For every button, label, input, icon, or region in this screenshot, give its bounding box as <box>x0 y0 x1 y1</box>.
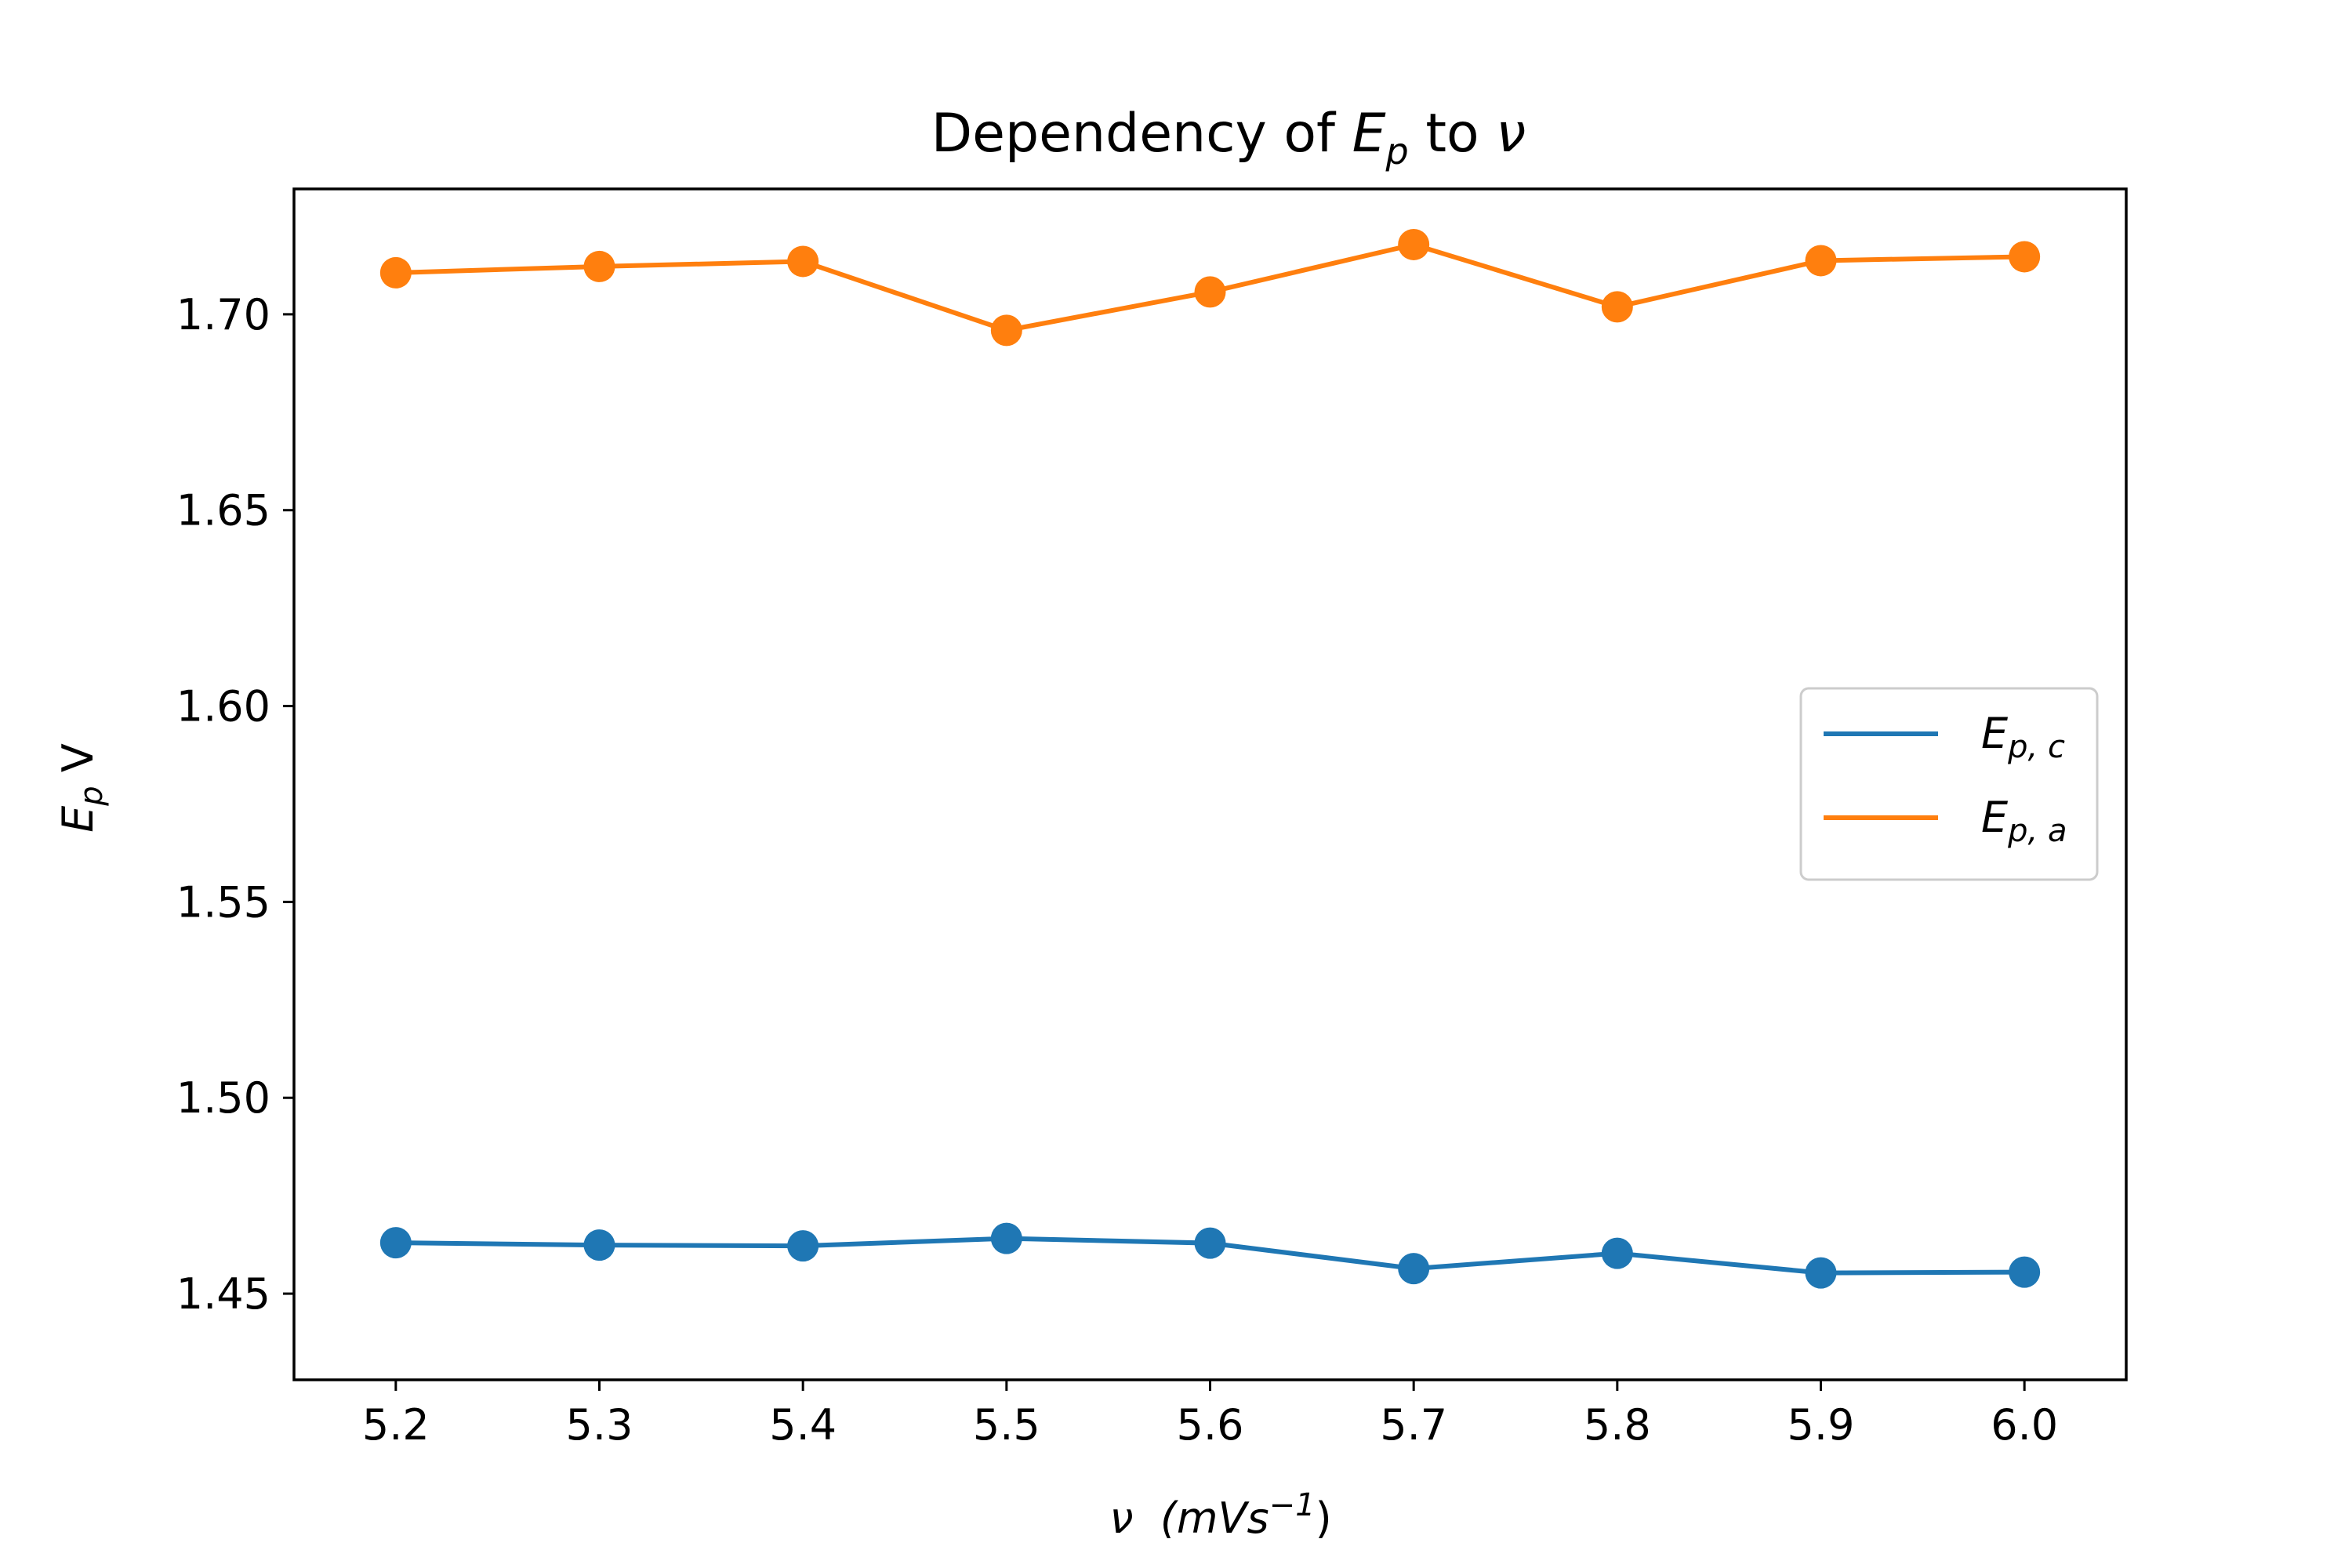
data-point-cathodic <box>1601 1237 1633 1269</box>
data-point-anodic <box>1194 276 1226 308</box>
x-tick-label: 5.2 <box>362 1400 430 1450</box>
data-point-anodic <box>1601 291 1633 323</box>
x-tick-label: 6.0 <box>1991 1400 2058 1450</box>
data-point-anodic <box>787 245 819 278</box>
y-tick-label: 1.55 <box>176 877 270 927</box>
x-tick-label: 5.4 <box>769 1400 837 1450</box>
data-point-cathodic <box>990 1222 1022 1254</box>
series-layer <box>379 228 2041 1289</box>
legend-label-anodic: Ep, a <box>1981 793 2067 849</box>
x-tick-label: 5.7 <box>1380 1400 1447 1450</box>
data-point-anodic <box>583 250 615 282</box>
x-axis-label: ν (mVs−1) <box>1109 1487 1331 1543</box>
data-point-cathodic <box>583 1229 615 1261</box>
data-point-anodic <box>2009 241 2041 273</box>
y-tick-label: 1.65 <box>176 486 270 535</box>
y-axis-label: Ep V <box>53 743 110 833</box>
data-point-cathodic <box>379 1227 412 1259</box>
y-axis: 1.45 1.50 1.55 1.60 1.65 1.70 <box>176 290 294 1319</box>
data-point-cathodic <box>787 1230 819 1262</box>
y-tick-label: 1.60 <box>176 682 270 731</box>
data-point-cathodic <box>1805 1257 1837 1289</box>
data-point-anodic <box>1398 228 1430 260</box>
data-point-cathodic <box>1194 1227 1226 1259</box>
x-tick-label: 5.9 <box>1788 1400 1855 1450</box>
x-tick-label: 5.6 <box>1177 1400 1244 1450</box>
y-tick-label: 1.50 <box>176 1073 270 1123</box>
data-point-anodic <box>990 314 1022 347</box>
data-point-anodic <box>1805 245 1837 277</box>
x-tick-label: 5.5 <box>973 1400 1040 1450</box>
x-axis: 5.2 5.3 5.4 5.5 5.6 5.7 5.8 5.9 6.0 <box>362 1380 2058 1450</box>
chart-title: Dependency of Ep to ν <box>931 103 1526 172</box>
data-point-cathodic <box>1398 1253 1430 1285</box>
x-tick-label: 5.3 <box>566 1400 633 1450</box>
x-tick-label: 5.8 <box>1584 1400 1651 1450</box>
data-point-anodic <box>379 256 412 289</box>
data-point-cathodic <box>2009 1256 2041 1288</box>
legend-box <box>1799 687 2099 881</box>
legend-label-cathodic: Ep, c <box>1981 709 2065 765</box>
y-tick-label: 1.45 <box>176 1269 270 1319</box>
y-tick-label: 1.70 <box>176 290 270 339</box>
legend: Ep, c Ep, a <box>1799 687 2099 881</box>
